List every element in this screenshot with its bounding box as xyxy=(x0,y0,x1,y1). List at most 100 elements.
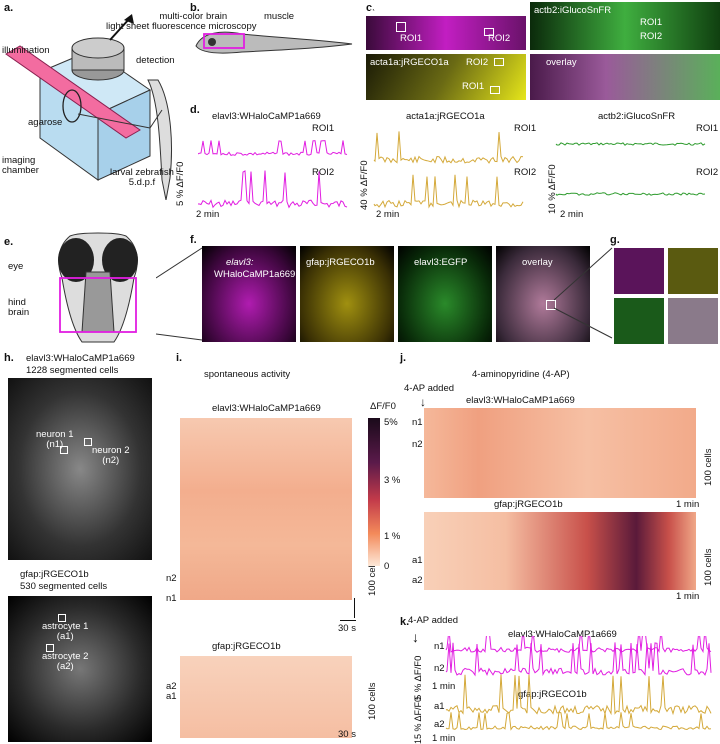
f-label-1a: elavl3: xyxy=(226,257,254,268)
d-title-1: elavl3:WHaloCaMP1a669 xyxy=(212,111,321,122)
a1-box xyxy=(58,614,66,622)
j-n2: n2 xyxy=(412,439,423,450)
cbar-title: ΔF/F0 xyxy=(370,401,396,412)
panel-k-label: k. xyxy=(400,616,410,628)
d-roi2-a: ROI2 xyxy=(312,167,335,178)
c-roi1-b: ROI1 xyxy=(462,81,485,92)
d-title-3: actb2:iGlucoSnFR xyxy=(598,111,676,122)
d-sb3: 10 % ΔF/F0 xyxy=(547,164,558,214)
d-roi2-c: ROI2 xyxy=(696,167,719,178)
image-elavl3 xyxy=(366,16,526,50)
h-a2: astrocyte 2 (a2) xyxy=(42,651,89,672)
trace-line xyxy=(445,711,712,731)
i-cells-2: 100 cells xyxy=(367,682,378,721)
h-a1: astrocyte 1 (a1) xyxy=(42,621,89,642)
j-time-2: 1 min xyxy=(676,591,700,602)
chamber-label: imaging chamber xyxy=(2,155,39,176)
trace-line xyxy=(198,140,348,157)
image-f-elavl3 xyxy=(202,246,296,342)
agarose-label: agarose xyxy=(28,117,63,128)
image-g-2 xyxy=(668,248,718,294)
c-roi2-b: ROI2 xyxy=(466,57,489,68)
eye-label: eye xyxy=(8,261,24,272)
i-n1: n1 xyxy=(166,593,177,604)
k-n2: n2 xyxy=(434,663,445,674)
d-time-1: 2 min xyxy=(196,209,220,220)
heatmap-i-neurons xyxy=(180,418,352,600)
cbar-1: 1 % xyxy=(384,531,401,542)
d-roi1-a: ROI1 xyxy=(312,123,335,134)
n1-box xyxy=(60,446,68,454)
panel-i-label: i. xyxy=(176,352,183,364)
j-cells-2: 100 cells xyxy=(703,548,714,587)
image-g-1 xyxy=(614,248,664,294)
j-a1: a1 xyxy=(412,555,423,566)
i-a2: a2 xyxy=(166,681,177,692)
image-f-overlay xyxy=(496,246,590,342)
i-title: spontaneous activity xyxy=(204,369,291,380)
image-actb2 xyxy=(530,2,720,50)
trace-line xyxy=(198,170,348,209)
f-label-2: gfap:jRGECO1b xyxy=(306,257,375,268)
k-traces xyxy=(445,636,712,731)
panel-a-label: a. xyxy=(4,2,14,14)
heatmap-j-neurons xyxy=(424,408,696,498)
d-roi1-c: ROI1 xyxy=(696,123,719,134)
j-a2: a2 xyxy=(412,575,423,586)
j-time-1: 1 min xyxy=(676,499,700,510)
k-heading-1: elavl3:WHaloCaMP1a669 xyxy=(508,629,617,640)
trace-line xyxy=(373,174,524,209)
panel-g-label: g. xyxy=(610,234,620,246)
image-g-4 xyxy=(668,298,718,344)
fish-label: larval zebrafish 5.d.p.f xyxy=(110,167,174,188)
d-sb2: 40 % ΔF/F0 xyxy=(359,160,370,210)
d-sb1: 5 % ΔF/F0 xyxy=(175,161,186,206)
panel-c-label: c. xyxy=(366,2,376,14)
k-a1: a1 xyxy=(434,701,445,712)
d-time-3: 2 min xyxy=(560,209,584,220)
image-g-3 xyxy=(614,298,664,344)
cbar-0: 0 xyxy=(384,561,390,572)
j-added: 4-AP added xyxy=(404,383,455,394)
i-time-2: 30 s xyxy=(338,729,356,740)
cbar-5: 5% xyxy=(384,417,398,428)
k-arrow-icon: ↓ xyxy=(412,629,419,645)
image-h-astrocytes xyxy=(8,596,152,742)
heatmap-j-astrocytes xyxy=(424,512,696,590)
zoom-lines xyxy=(156,247,613,341)
trace-line xyxy=(445,674,712,716)
h-n2: neuron 2 (n2) xyxy=(92,445,130,466)
roi-box xyxy=(396,22,406,32)
detection-label: detection xyxy=(136,55,175,66)
k-sb2: 15 % ΔF/F0 xyxy=(413,696,423,744)
h-title-1b: 1228 segmented cells xyxy=(26,365,119,376)
k-heading-2: gfap:jRGECO1b xyxy=(518,689,587,700)
j-cells-1: 100 cells xyxy=(703,448,714,487)
c-img1-label: elavl3:WHaloCaMP1a669 xyxy=(370,5,479,16)
k-time-1: 1 min xyxy=(432,681,456,692)
j-heading-1: elavl3:WHaloCaMP1a669 xyxy=(466,395,575,406)
h-title-2a: gfap:jRGECO1b xyxy=(20,569,89,580)
k-n1: n1 xyxy=(434,641,445,652)
c-roi1-a: ROI1 xyxy=(400,33,423,44)
d-title-2: acta1a:jRGECO1a xyxy=(406,111,485,122)
microscope-schematic xyxy=(5,14,172,200)
d-time-2: 2 min xyxy=(376,209,400,220)
hindbrain-label: hind brain xyxy=(8,297,30,318)
j-n1: n1 xyxy=(412,417,423,428)
d-roi1-b: ROI1 xyxy=(514,123,537,134)
i-scalebar-y xyxy=(354,598,355,618)
trace-line xyxy=(445,636,712,654)
i-n2: n2 xyxy=(166,573,177,584)
f-label-4: overlay xyxy=(522,257,553,268)
brain-schematic xyxy=(58,232,138,343)
c-roi2-a: ROI2 xyxy=(488,33,511,44)
roi-box xyxy=(490,86,500,94)
heatmap-i-astrocytes xyxy=(180,656,352,738)
zoom-box xyxy=(546,300,556,310)
k-time-2: 1 min xyxy=(432,733,456,744)
c-img2-label: actb2:iGlucoSnFR xyxy=(534,5,612,16)
c-img4-label: overlay xyxy=(546,57,577,68)
j-heading-2: gfap:jRGECO1b xyxy=(494,499,563,510)
trace-line xyxy=(445,642,712,677)
